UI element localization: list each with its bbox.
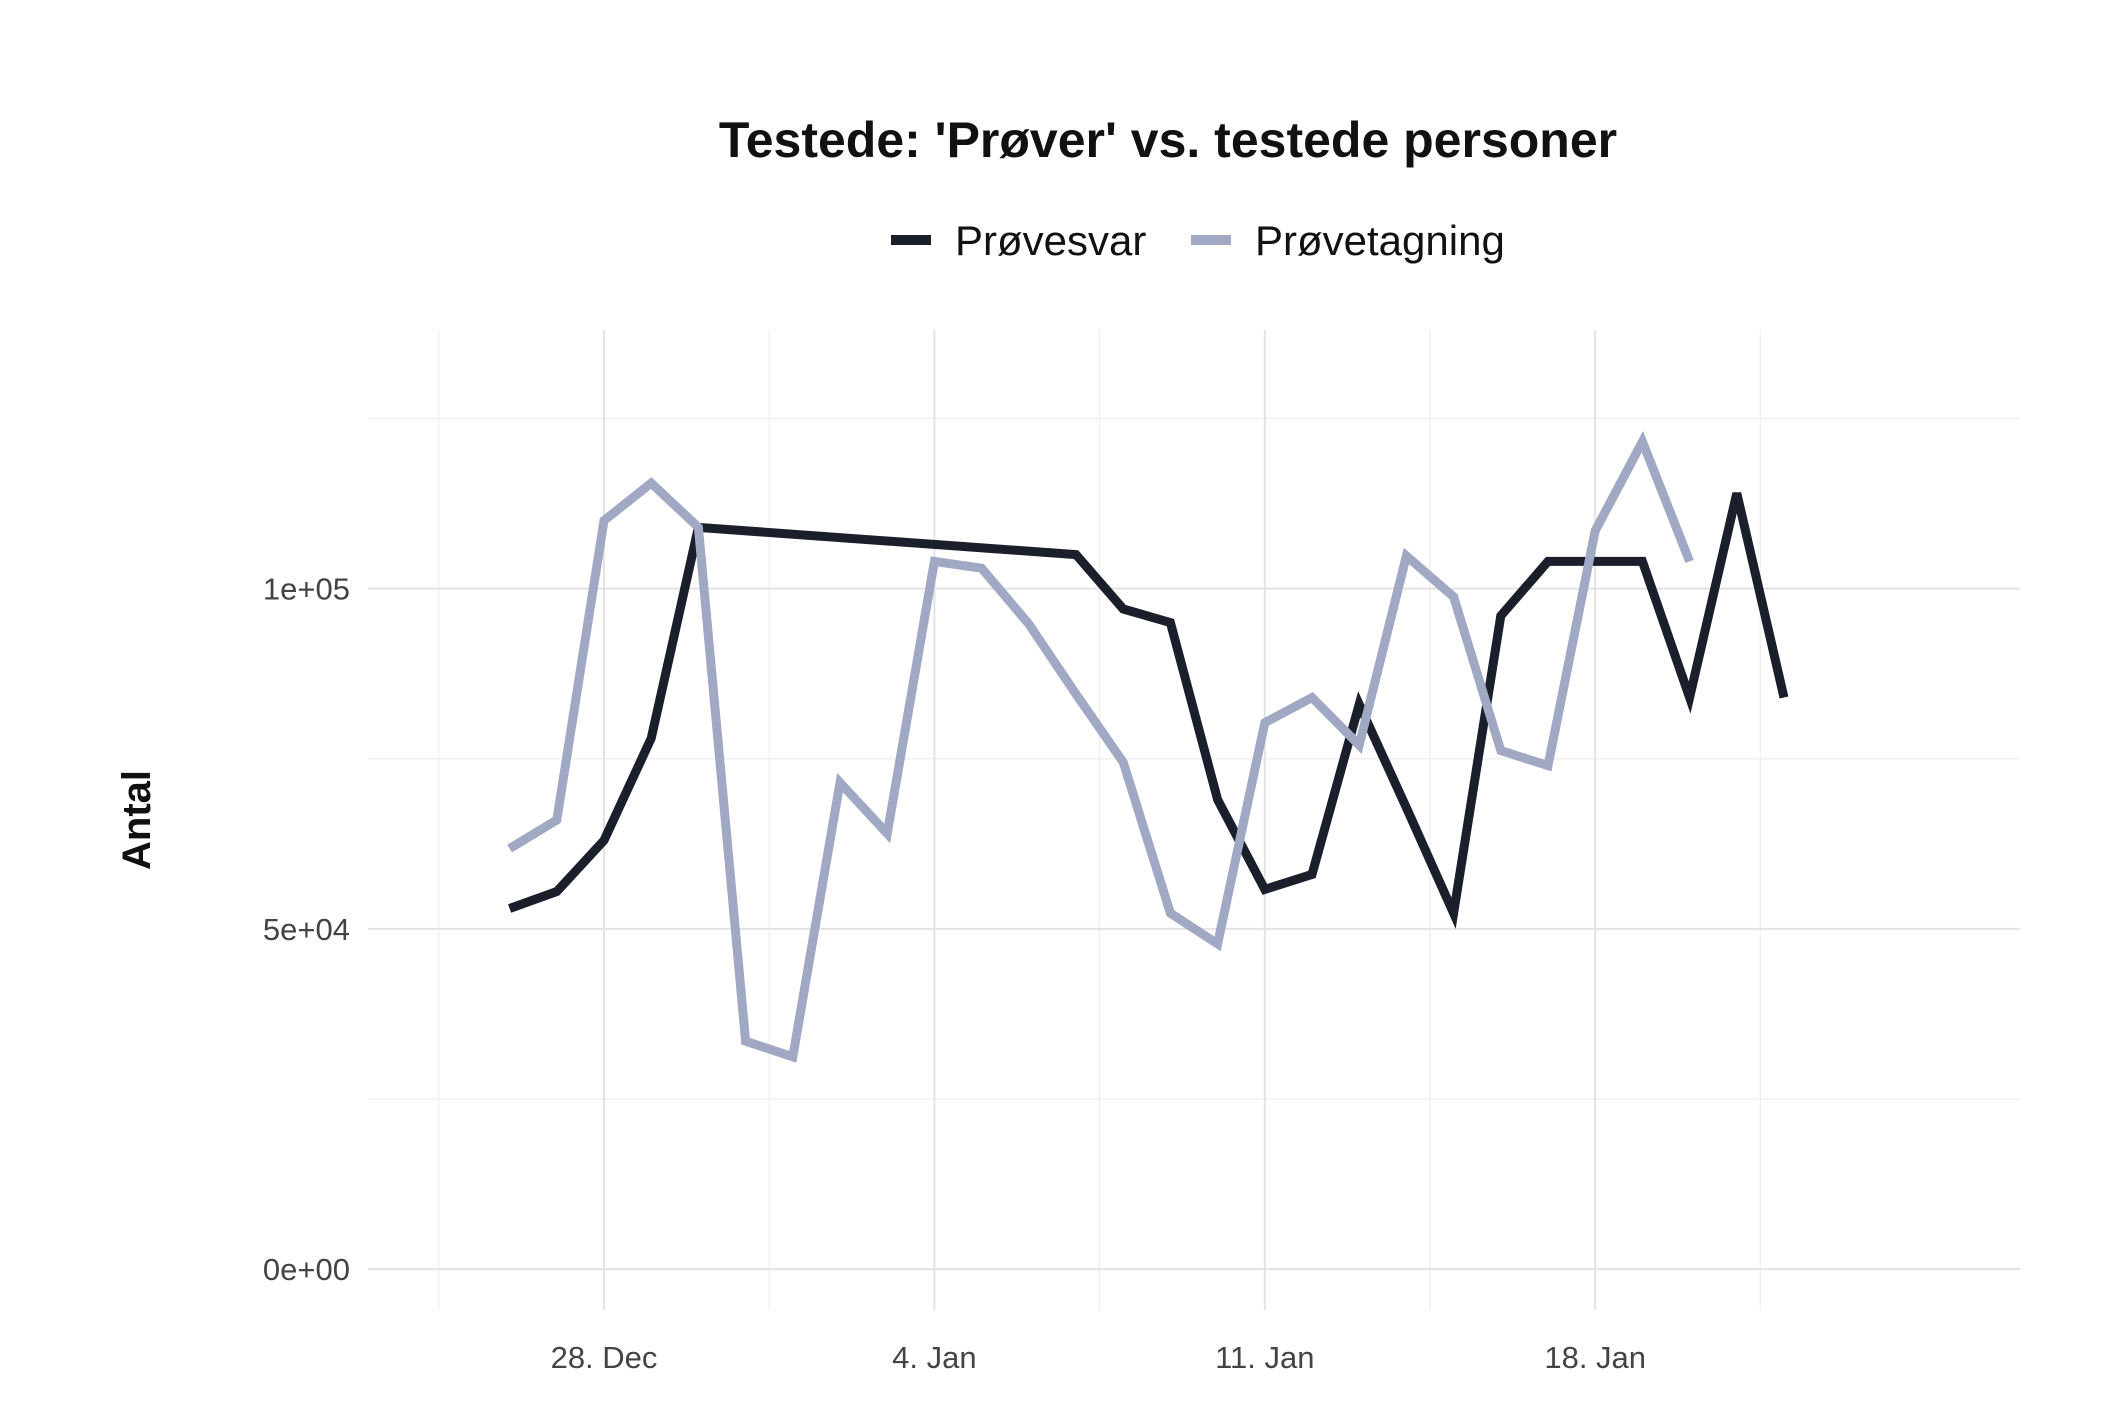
major-gridlines	[368, 330, 2020, 1310]
y-tick-label: 0e+00	[263, 1252, 350, 1287]
x-axis-tick-labels: 28. Dec 4. Jan 11. Jan 18. Jan	[551, 1340, 1646, 1375]
x-tick-label: 4. Jan	[892, 1340, 976, 1375]
x-tick-label: 18. Jan	[1544, 1340, 1646, 1375]
chart-title: Testede: 'Prøver' vs. testede personer	[719, 112, 1617, 168]
y-axis-tick-labels: 0e+00 5e+04 1e+05	[263, 572, 350, 1288]
legend-label-provesvar: Prøvesvar	[955, 217, 1146, 264]
legend: Prøvesvar Prøvetagning	[891, 217, 1505, 264]
y-tick-label: 1e+05	[263, 572, 350, 607]
series-line-provesvar	[508, 492, 1789, 929]
y-tick-label: 5e+04	[263, 912, 350, 947]
series-line-provetagning	[507, 430, 1694, 1063]
legend-label-provetagning: Prøvetagning	[1255, 217, 1505, 264]
minor-gridlines	[368, 330, 2020, 1310]
y-axis-title: Antal	[115, 770, 159, 870]
series-lines	[507, 430, 1789, 1063]
x-tick-label: 11. Jan	[1215, 1340, 1314, 1375]
x-tick-label: 28. Dec	[551, 1340, 658, 1375]
